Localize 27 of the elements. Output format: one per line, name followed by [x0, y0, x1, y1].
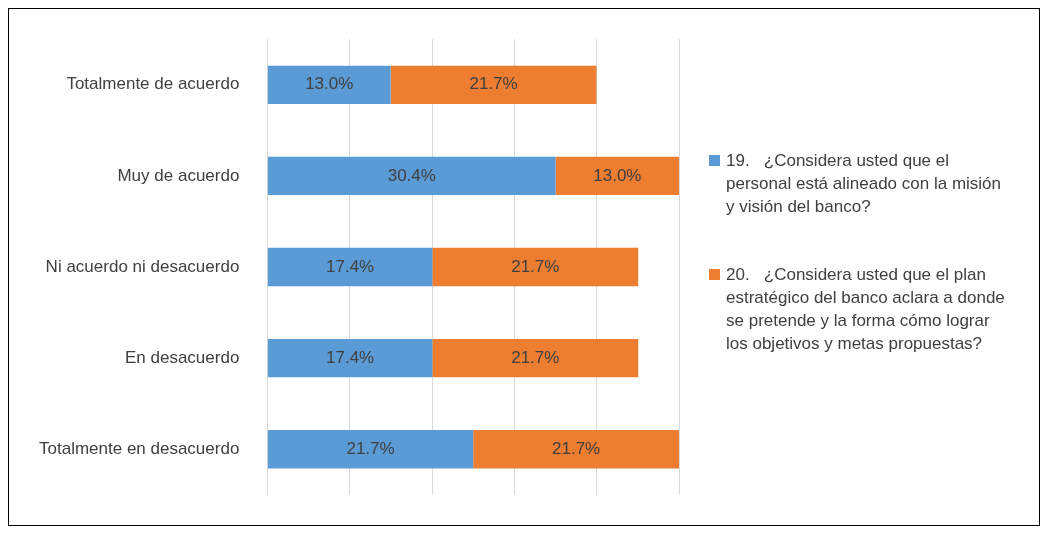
bar: [267, 430, 474, 469]
data-label: 21.7%: [469, 74, 518, 94]
bar: [555, 156, 679, 196]
legend-label: 20. ¿Considera usted que el plan estratégico del banco aclara a donde se pretende y la forma cómo lograr los objetivos y metas propuestas?: [726, 264, 1006, 355]
bar: [267, 156, 556, 196]
bar: [267, 338, 433, 378]
bar: [267, 247, 433, 287]
data-label: 21.7%: [511, 256, 560, 276]
bar: [390, 65, 597, 104]
y-tick-label: Totalmente de acuerdo: [66, 74, 240, 94]
data-label: 21.7%: [511, 347, 560, 367]
y-tick-label: Totalmente en desacuerdo: [39, 438, 240, 458]
data-label: 13.0%: [305, 74, 354, 94]
data-label: 17.4%: [326, 256, 375, 276]
bar: [432, 338, 639, 378]
y-tick-label: En desacuerdo: [124, 347, 240, 367]
legend-label: 19. ¿Considera usted que el personal está alineado con la misión y visión del banco?: [726, 150, 1002, 218]
y-tick-label: Ni acuerdo ni desacuerdo: [45, 256, 240, 276]
data-label: 17.4%: [326, 347, 375, 367]
bar: [473, 430, 679, 469]
bar: [432, 247, 639, 287]
data-label: 21.7%: [346, 438, 395, 458]
data-label: 30.4%: [387, 165, 436, 185]
data-label: 21.7%: [551, 438, 601, 458]
data-label: 13.0%: [593, 165, 642, 185]
y-tick-label: Muy de acuerdo: [117, 165, 240, 185]
bar: [267, 65, 391, 104]
